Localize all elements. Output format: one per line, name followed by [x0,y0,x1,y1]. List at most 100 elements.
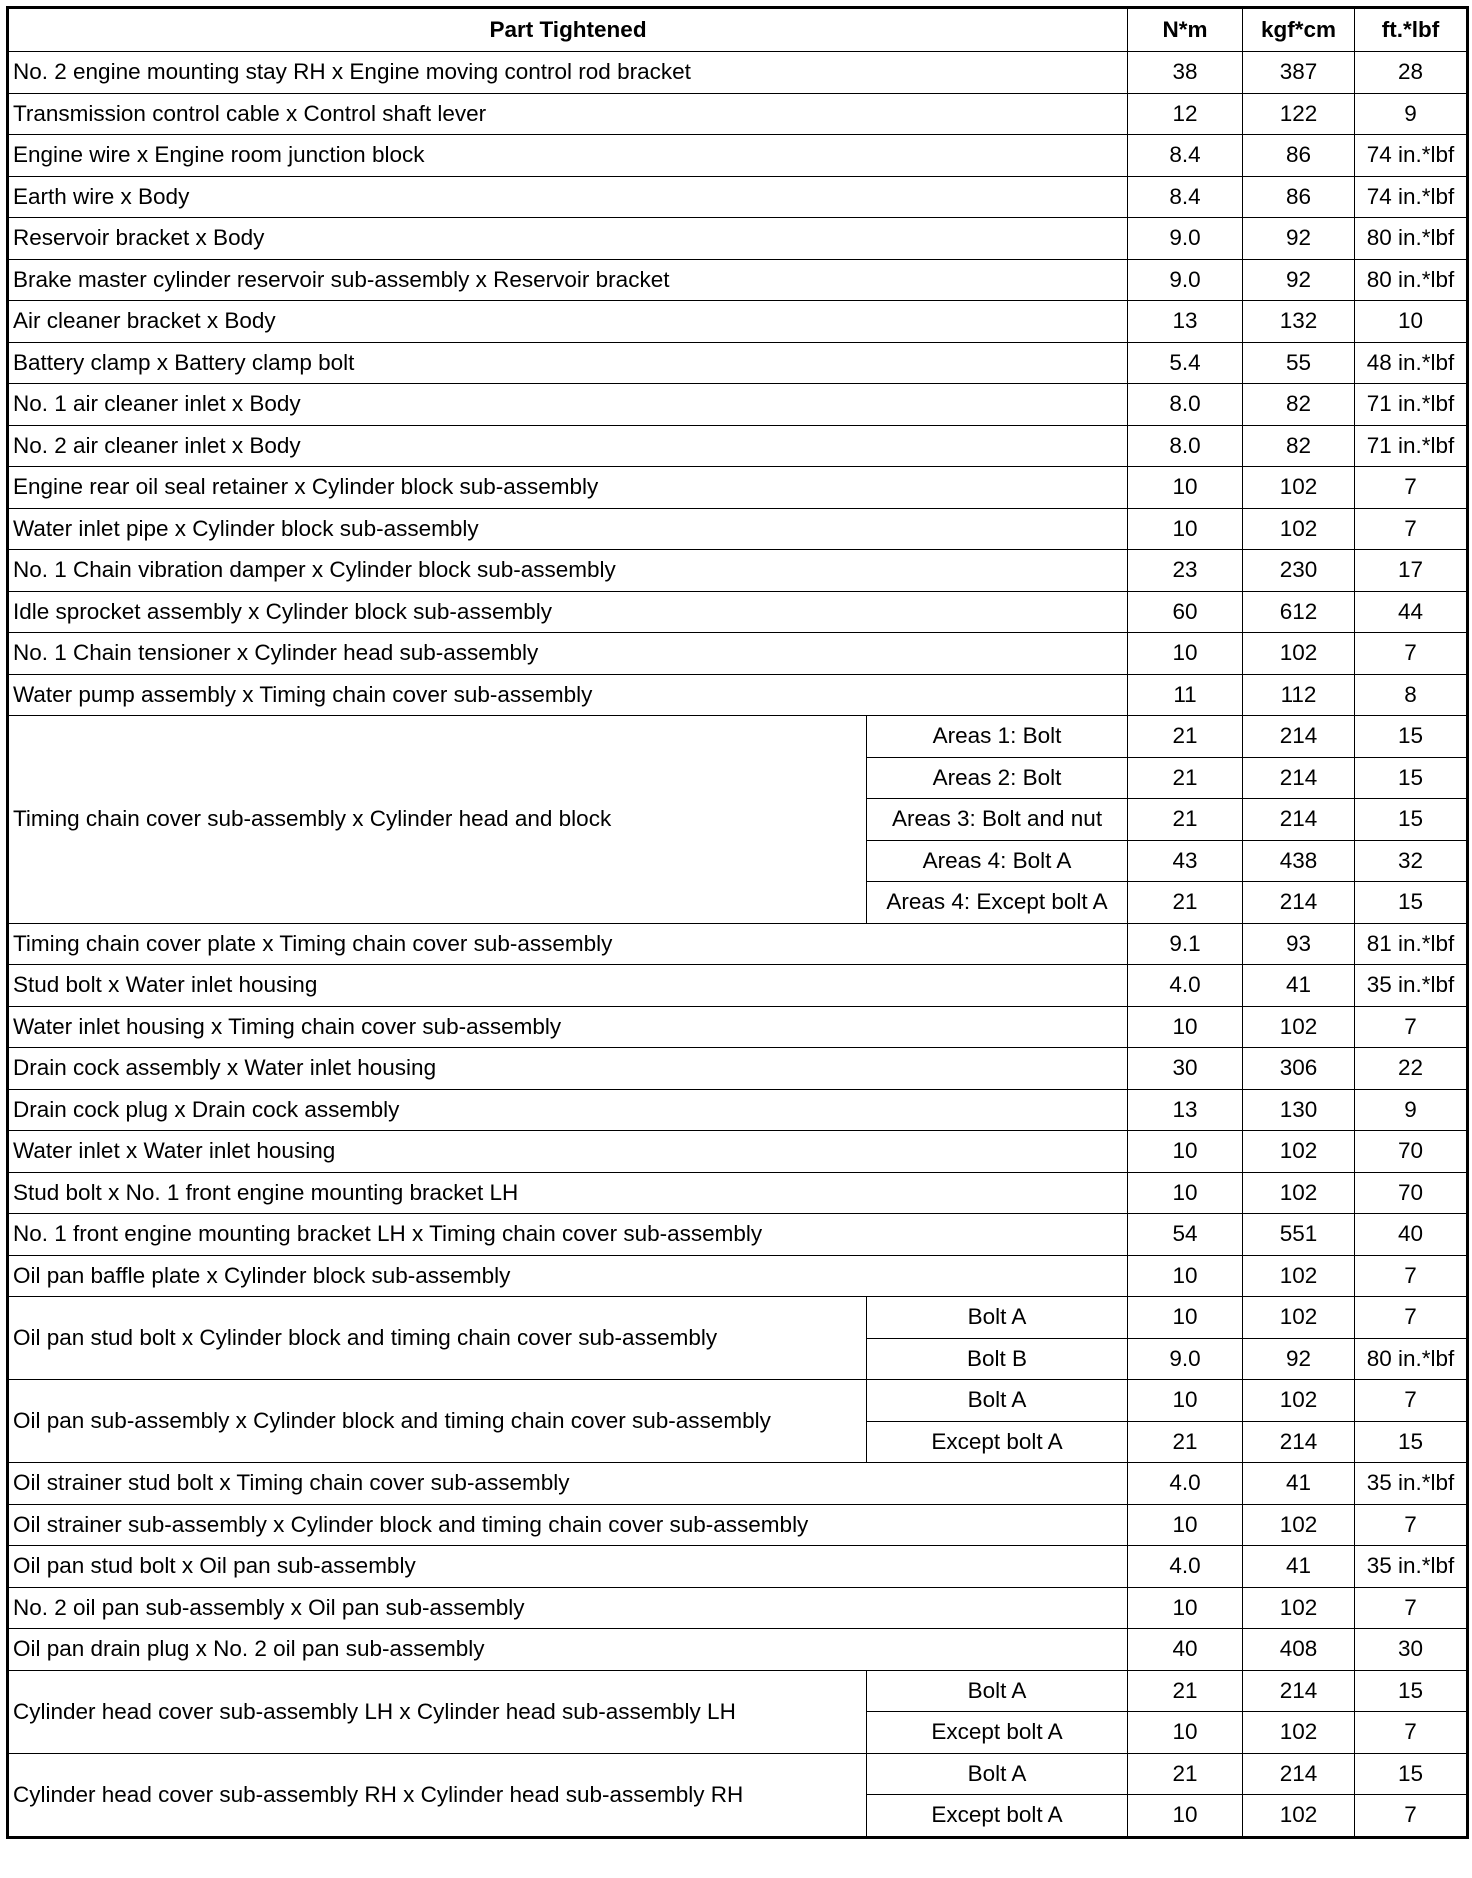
torque-kgf-cm-cell: 122 [1242,92,1356,135]
table-row: Cylinder head cover sub-assembly RH x Cy… [7,1752,1469,1838]
table-row: Oil pan baffle plate x Cylinder block su… [6,1254,1469,1297]
torque-nm-cell: 8.0 [1127,383,1244,426]
torque-nm-cell: 21 [1127,1669,1244,1712]
torque-nm-cell: 9.1 [1127,922,1244,965]
torque-nm-cell: 9.0 [1127,258,1244,301]
torque-nm-cell: 12 [1127,92,1244,135]
table-row: Reservoir bracket x Body 9.0 92 80 in.*lbf [6,217,1469,260]
torque-kgf-cm-cell: 438 [1242,839,1356,882]
part-tightened-cell: Timing chain cover sub-assembly x Cylind… [7,715,867,924]
torque-kgf-cm-cell: 41 [1242,1462,1356,1505]
part-tightened-cell: Oil pan stud bolt x Cylinder block and t… [7,1296,867,1380]
torque-nm-cell: 5.4 [1127,341,1244,384]
torque-ft-lbf-cell: 28 [1354,51,1469,94]
part-tightened-cell: No. 2 oil pan sub-assembly x Oil pan sub… [6,1586,1129,1629]
torque-nm-cell: 10 [1127,1005,1244,1048]
torque-ft-lbf-cell: 7 [1354,1005,1469,1048]
torque-nm-cell: 10 [1127,1503,1244,1546]
table-row: Areas 4: Except bolt A 21 214 15 [8,881,1469,924]
torque-ft-lbf-cell: 7 [1354,1711,1469,1754]
torque-ft-lbf-cell: 15 [1354,1420,1469,1463]
sub-location-cell: Bolt A [865,1669,1129,1712]
part-tightened-cell: Reservoir bracket x Body [6,217,1129,260]
part-tightened-cell: Stud bolt x No. 1 front engine mounting … [6,1171,1129,1214]
torque-kgf-cm-cell: 102 [1242,1005,1356,1048]
table-row: Engine wire x Engine room junction block… [6,134,1469,177]
part-tightened-cell: No. 2 engine mounting stay RH x Engine m… [6,51,1129,94]
table-row: Oil pan stud bolt x Cylinder block and t… [7,1296,1469,1380]
torque-nm-cell: 10 [1127,1171,1244,1214]
table-row: Drain cock plug x Drain cock assembly 13 1… [6,1088,1469,1131]
table-row: Air cleaner bracket x Body 13 132 10 [6,300,1469,343]
torque-nm-cell: 40 [1127,1628,1244,1671]
part-tightened-cell: Transmission control cable x Control sha… [6,92,1129,135]
torque-kgf-cm-cell: 41 [1242,1545,1356,1588]
torque-ft-lbf-cell: 74 in.*lbf [1354,134,1469,177]
table-row: Oil strainer sub-assembly x Cylinder blo… [6,1503,1469,1546]
torque-nm-cell: 4.0 [1127,964,1244,1007]
torque-kgf-cm-cell: 130 [1242,1088,1356,1131]
torque-ft-lbf-cell: 35 in.*lbf [1354,1545,1469,1588]
torque-kgf-cm-cell: 551 [1242,1213,1356,1256]
torque-ft-lbf-cell: 10 [1354,300,1469,343]
table-row: Water inlet x Water inlet housing 10 102 70 [6,1130,1469,1173]
table-row: Water pump assembly x Timing chain cover… [6,673,1469,716]
part-tightened-cell: No. 1 Chain tensioner x Cylinder head su… [6,632,1129,675]
torque-nm-cell: 60 [1127,590,1244,633]
table-row: Oil pan sub-assembly x Cylinder block an… [7,1379,1469,1463]
table-row: No. 1 Chain tensioner x Cylinder head su… [6,632,1469,675]
torque-ft-lbf-cell: 80 in.*lbf [1354,217,1469,260]
torque-ft-lbf-cell: 9 [1354,92,1469,135]
table-row: No. 2 oil pan sub-assembly x Oil pan sub… [6,1586,1469,1629]
torque-ft-lbf-cell: 80 in.*lbf [1354,258,1469,301]
torque-kgf-cm-cell: 214 [1242,881,1356,924]
torque-nm-cell: 13 [1127,1088,1244,1131]
header-part-tightened: Part Tightened [6,7,1129,52]
torque-ft-lbf-cell: 7 [1354,466,1469,509]
part-tightened-cell: Idle sprocket assembly x Cylinder block … [6,590,1129,633]
table-row: Oil pan drain plug x No. 2 oil pan sub-a… [6,1628,1469,1671]
header-ft-lbf: ft.*lbf [1354,7,1469,52]
torque-kgf-cm-cell: 102 [1242,1296,1356,1339]
torque-ft-lbf-cell: 44 [1354,590,1469,633]
table-row: Water inlet pipe x Cylinder block sub-as… [6,507,1469,550]
part-tightened-cell: Oil strainer sub-assembly x Cylinder blo… [6,1503,1129,1546]
part-tightened-cell: No. 1 Chain vibration damper x Cylinder … [6,549,1129,592]
torque-kgf-cm-cell: 214 [1242,1752,1356,1795]
torque-nm-cell: 9.0 [1127,1337,1244,1380]
sub-location-cell: Areas 2: Bolt [865,756,1129,799]
part-tightened-cell: Oil strainer stud bolt x Timing chain co… [6,1462,1129,1505]
torque-ft-lbf-cell: 35 in.*lbf [1354,964,1469,1007]
sub-location-cell: Areas 4: Bolt A [865,839,1129,882]
torque-ft-lbf-cell: 15 [1354,1669,1469,1712]
header-nm: N*m [1127,7,1244,52]
part-tightened-cell: Stud bolt x Water inlet housing [6,964,1129,1007]
torque-kgf-cm-cell: 55 [1242,341,1356,384]
header-kgf-cm: kgf*cm [1242,7,1356,52]
torque-ft-lbf-cell: 15 [1354,756,1469,799]
torque-kgf-cm-cell: 387 [1242,51,1356,94]
part-tightened-cell: Water inlet pipe x Cylinder block sub-as… [6,507,1129,550]
table-row: Stud bolt x No. 1 front engine mounting … [6,1171,1469,1214]
part-tightened-cell: Water inlet housing x Timing chain cover… [6,1005,1129,1048]
part-tightened-cell: Cylinder head cover sub-assembly RH x Cy… [7,1752,867,1838]
part-tightened-cell: Drain cock plug x Drain cock assembly [6,1088,1129,1131]
torque-kgf-cm-cell: 92 [1242,258,1356,301]
part-tightened-cell: Oil pan stud bolt x Oil pan sub-assembly [6,1545,1129,1588]
torque-ft-lbf-cell: 15 [1354,715,1469,758]
torque-ft-lbf-cell: 15 [1354,1752,1469,1795]
table-row: Drain cock assembly x Water inlet housin… [6,1047,1469,1090]
torque-nm-cell: 21 [1127,756,1244,799]
part-tightened-cell: Water pump assembly x Timing chain cover… [6,673,1129,716]
part-tightened-cell: Oil pan drain plug x No. 2 oil pan sub-a… [6,1628,1129,1671]
torque-kgf-cm-cell: 408 [1242,1628,1356,1671]
table-row: Timing chain cover plate x Timing chain … [6,922,1469,965]
torque-nm-cell: 10 [1127,1296,1244,1339]
torque-nm-cell: 10 [1127,1379,1244,1422]
part-tightened-cell: No. 1 air cleaner inlet x Body [6,383,1129,426]
part-tightened-cell: Timing chain cover plate x Timing chain … [6,922,1129,965]
torque-kgf-cm-cell: 306 [1242,1047,1356,1090]
torque-nm-cell: 10 [1127,1794,1244,1838]
torque-ft-lbf-cell: 35 in.*lbf [1354,1462,1469,1505]
torque-nm-cell: 8.0 [1127,424,1244,467]
